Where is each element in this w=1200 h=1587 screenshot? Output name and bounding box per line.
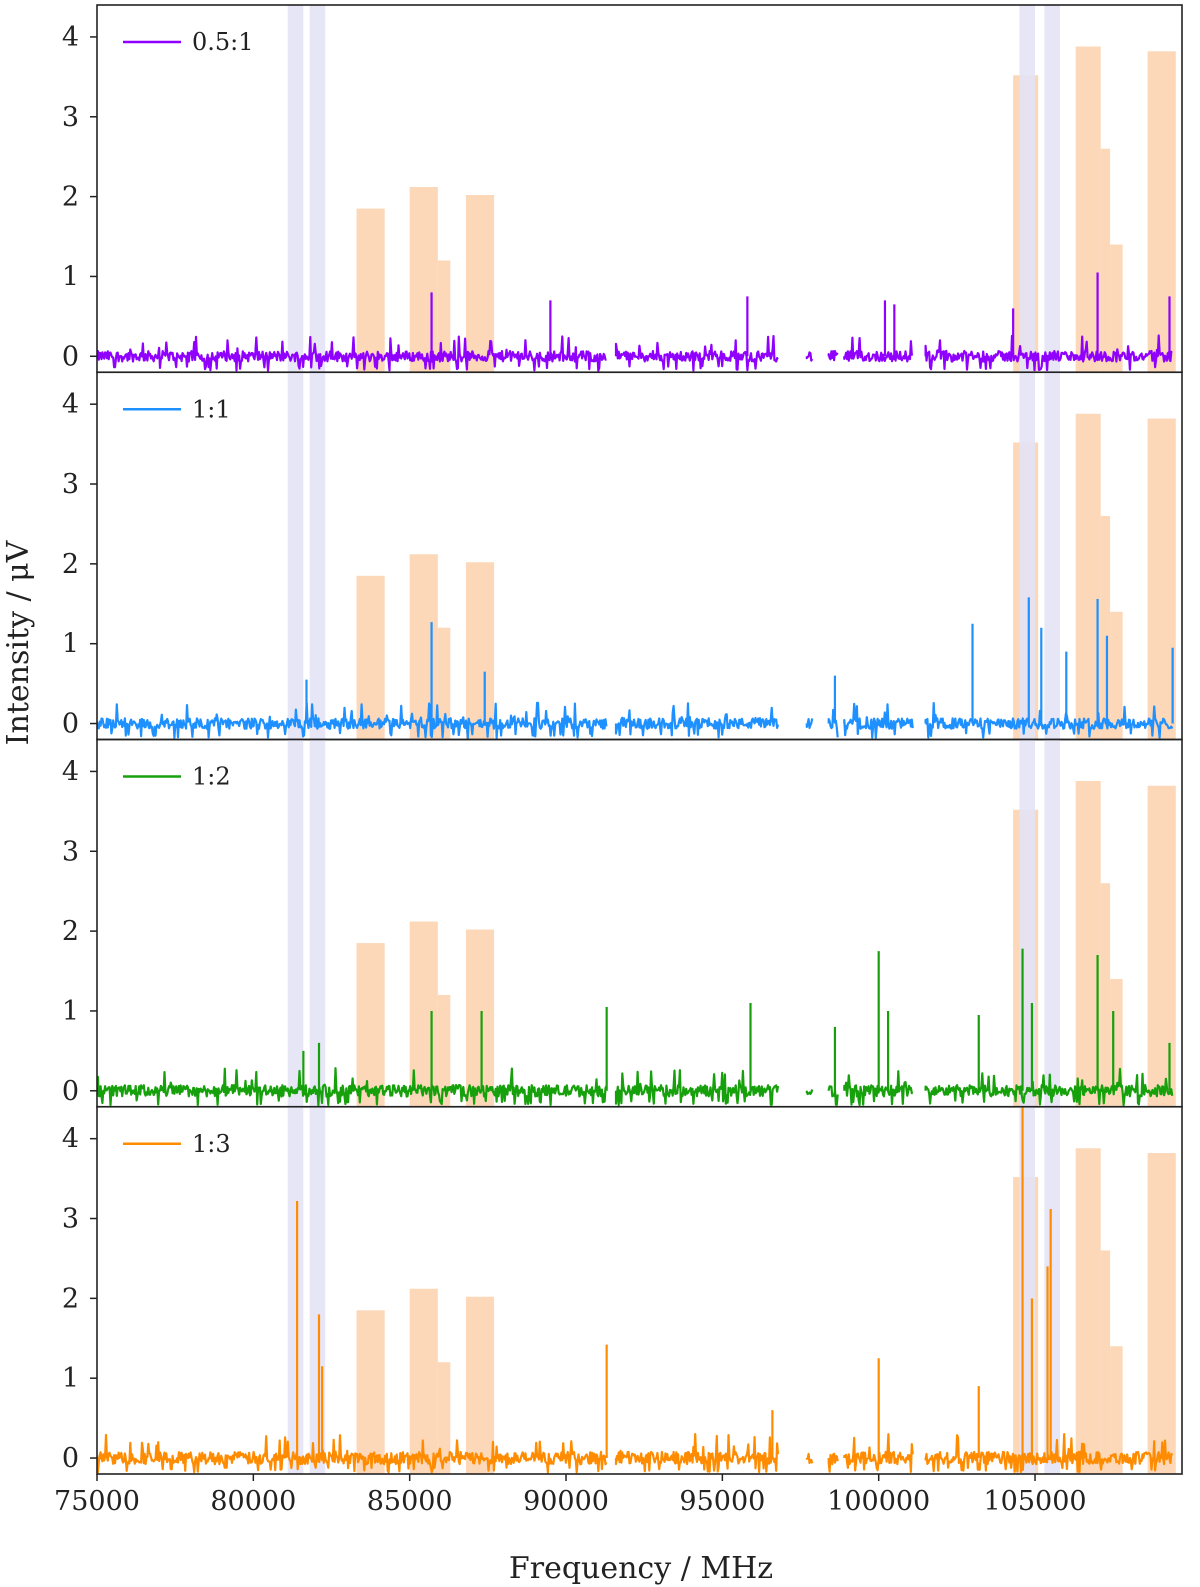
orange-highlight-band	[437, 994, 451, 1107]
y-tick-label: 1	[62, 629, 79, 660]
y-tick-label: 4	[62, 1124, 79, 1155]
panel-1-1: 0 1 2 3 4 1:1	[62, 371, 1183, 741]
orange-highlight-band	[1147, 51, 1176, 373]
y-tick-label: 0	[62, 709, 79, 740]
orange-highlight-band	[437, 627, 451, 740]
y-tick-label: 0	[62, 1443, 79, 1474]
x-tick-label: 75000	[54, 1486, 140, 1517]
y-tick-label: 0	[62, 1076, 79, 1107]
orange-highlight-band	[437, 1362, 451, 1474]
panel-body	[97, 739, 1176, 1107]
panel-1-2: 0 1 2 3 4 1:2	[62, 738, 1183, 1108]
x-tick-label: 90000	[523, 1486, 609, 1517]
y-tick-label: 2	[62, 916, 79, 947]
y-tick-label: 2	[62, 1283, 79, 1314]
chart-panels: 0 1 2 3 4 0.5:1 0 1 2 3 4 1:1 0 1 2 3 4 1:2 0 1 2 3 4 1:3	[62, 4, 1183, 1475]
orange-highlight-band	[1110, 1346, 1123, 1474]
blue-highlight-band	[309, 5, 326, 373]
panel-frame	[96, 1105, 1183, 1475]
orange-highlight-band	[1100, 515, 1111, 740]
orange-highlight-band	[356, 1310, 385, 1474]
x-tick-label: 95000	[679, 1486, 765, 1517]
orange-highlight-band	[465, 1296, 495, 1474]
blue-highlight-band	[309, 739, 326, 1107]
legend-label: 1:1	[192, 395, 231, 423]
orange-highlight-band	[1110, 611, 1123, 740]
blue-highlight-band	[1044, 5, 1061, 373]
orange-highlight-band	[1147, 1153, 1176, 1474]
orange-highlight-band	[1075, 1148, 1101, 1474]
orange-highlight-band	[1110, 244, 1123, 373]
orange-highlight-band	[465, 562, 495, 740]
orange-highlight-band	[465, 929, 495, 1107]
y-tick-label: 4	[62, 756, 79, 787]
series-trace-1:2	[97, 1067, 1174, 1107]
orange-highlight-band	[1147, 785, 1176, 1107]
panel-body	[97, 372, 1176, 740]
y-tick-label: 0	[62, 341, 79, 372]
blue-highlight-band	[287, 372, 304, 740]
legend-label: 1:3	[192, 1130, 231, 1158]
panel-0-5-1: 0 1 2 3 4 0.5:1	[62, 4, 1183, 374]
orange-highlight-band	[356, 943, 385, 1107]
x-tick-label: 85000	[367, 1486, 453, 1517]
x-tick-label: 105000	[984, 1486, 1087, 1517]
orange-highlight-band	[409, 187, 438, 373]
orange-highlight-band	[1147, 418, 1176, 740]
y-tick-label: 3	[62, 836, 79, 867]
blue-highlight-band	[309, 372, 326, 740]
x-tick-label: 80000	[210, 1486, 296, 1517]
y-tick-label: 4	[62, 389, 79, 420]
blue-highlight-band	[1019, 372, 1036, 740]
series-trace-0.5:1	[97, 334, 1173, 372]
legend-label: 1:2	[192, 763, 231, 791]
legend-label: 0.5:1	[192, 28, 254, 56]
panel-body	[97, 5, 1176, 373]
y-tick-label: 2	[62, 182, 79, 213]
y-tick-label: 3	[62, 102, 79, 133]
y-tick-label: 4	[62, 22, 79, 53]
y-tick-label: 3	[62, 1204, 79, 1235]
y-tick-label: 1	[62, 996, 79, 1027]
y-tick-label: 2	[62, 549, 79, 580]
orange-highlight-band	[1100, 148, 1111, 373]
y-axis-title: Intensity / μV	[1, 539, 36, 745]
orange-highlight-band	[1100, 1250, 1111, 1474]
series-trace-1:1	[97, 701, 1174, 739]
y-tick-label: 3	[62, 469, 79, 500]
y-tick-label: 1	[62, 1363, 79, 1394]
series-trace-1:3	[97, 1433, 1174, 1474]
blue-highlight-band	[1044, 739, 1061, 1107]
orange-highlight-band	[356, 208, 385, 373]
x-tick-label: 100000	[827, 1486, 930, 1517]
orange-highlight-band	[1100, 883, 1111, 1107]
blue-highlight-band	[287, 5, 304, 373]
blue-highlight-band	[287, 1106, 304, 1474]
panel-body	[97, 1106, 1176, 1474]
panel-1-3: 0 1 2 3 4 1:3	[62, 1105, 1183, 1475]
orange-highlight-band	[409, 554, 438, 740]
x-axis-title: Frequency / MHz	[509, 1551, 773, 1586]
blue-highlight-band	[287, 739, 304, 1107]
y-tick-label: 1	[62, 261, 79, 292]
x-axis: 75000 80000 85000 90000 95000 100000 105000	[54, 1474, 1087, 1517]
blue-highlight-band	[1044, 372, 1061, 740]
blue-highlight-band	[1019, 5, 1036, 373]
